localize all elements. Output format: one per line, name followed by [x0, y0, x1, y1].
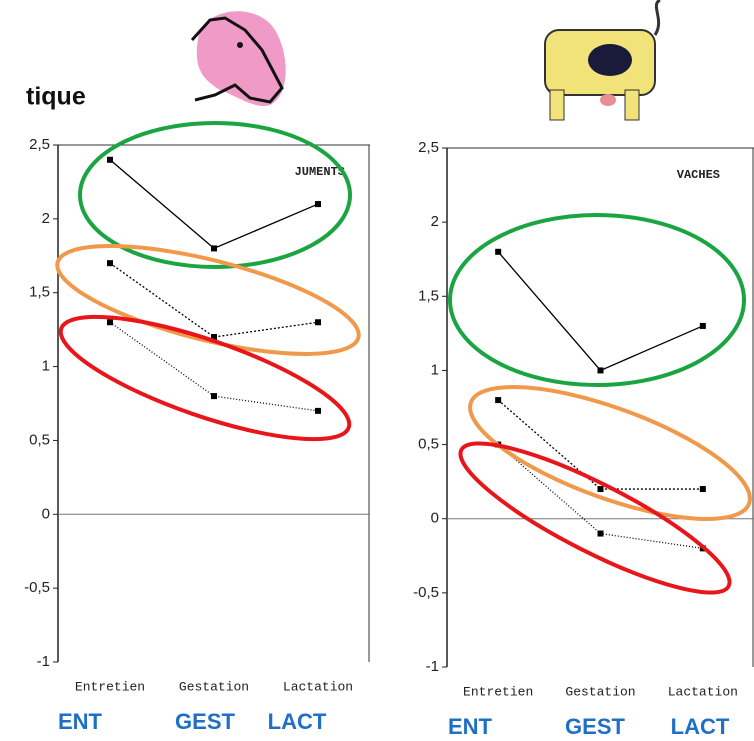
orange-ellipse	[55, 244, 361, 356]
y-tick-label: 2,5	[29, 136, 50, 153]
point-marker	[211, 334, 217, 341]
green-ellipse	[78, 121, 352, 269]
y-tick-label: -1	[426, 658, 439, 675]
point-marker	[597, 367, 604, 374]
slide-title: tique	[26, 83, 86, 111]
point-marker	[699, 486, 706, 493]
point-marker	[315, 407, 321, 414]
y-tick-label: 0,5	[418, 436, 439, 453]
y-tick-label: 2,5	[418, 139, 439, 156]
highlight-ellipses	[55, 121, 752, 595]
chart-annotation: VACHES	[677, 168, 720, 182]
point-marker	[495, 397, 502, 404]
x-tick-label: Lactation	[283, 679, 353, 694]
series-line	[497, 399, 703, 490]
x-sublabel: ENT	[58, 709, 103, 734]
x-tick-label: Gestation	[179, 679, 249, 694]
red-ellipse	[458, 441, 732, 595]
y-tick-label: 1,5	[29, 284, 50, 301]
y-tick-label: 2	[42, 210, 50, 227]
y-tick-label: 0	[431, 510, 439, 527]
point-marker	[597, 486, 604, 493]
x-sublabel: LACT	[671, 714, 730, 739]
horse-icon	[190, 11, 286, 107]
series-line	[109, 159, 319, 250]
x-tick-label: Gestation	[565, 684, 635, 699]
y-tick-label: -1	[37, 653, 50, 670]
y-tick-label: 1	[431, 361, 439, 378]
y-tick-label: 0	[42, 505, 50, 522]
charts: -1 -0,5 0 0,5 1 1,5 2 2,5 JUMENTS Entretien Gestat…	[24, 136, 754, 739]
green-ellipse	[448, 213, 746, 387]
point-marker	[107, 319, 113, 326]
y-tick-label: 1	[42, 358, 50, 375]
chart-annotation: JUMENTS	[295, 165, 345, 179]
y-tick-label: 0,5	[29, 431, 50, 448]
point-marker	[315, 319, 321, 326]
orange-ellipse	[468, 385, 752, 521]
y-tick-label: -0,5	[24, 579, 50, 596]
point-marker	[495, 248, 502, 255]
x-tick-label: Lactation	[668, 684, 738, 699]
y-tick-label: 1,5	[418, 287, 439, 304]
point-marker	[315, 201, 321, 208]
x-tick-label: Entretien	[463, 684, 533, 699]
x-tick-label: Entretien	[75, 679, 145, 694]
red-ellipse	[58, 314, 352, 442]
x-sublabel: GEST	[565, 714, 625, 739]
x-sublabel: GEST	[175, 709, 235, 734]
point-marker	[107, 260, 113, 267]
x-sublabel: LACT	[268, 709, 327, 734]
point-marker	[211, 245, 217, 252]
y-tick-label: -0,5	[413, 584, 439, 601]
series-line	[497, 251, 704, 372]
series-line	[109, 321, 319, 412]
y-tick-label: 2	[431, 213, 439, 230]
x-sublabel: ENT	[448, 714, 493, 739]
point-marker	[211, 393, 217, 400]
point-marker	[107, 156, 113, 163]
series-line	[109, 262, 319, 338]
point-marker	[597, 530, 604, 537]
point-marker	[699, 322, 706, 329]
cow-icon	[544, 0, 661, 121]
